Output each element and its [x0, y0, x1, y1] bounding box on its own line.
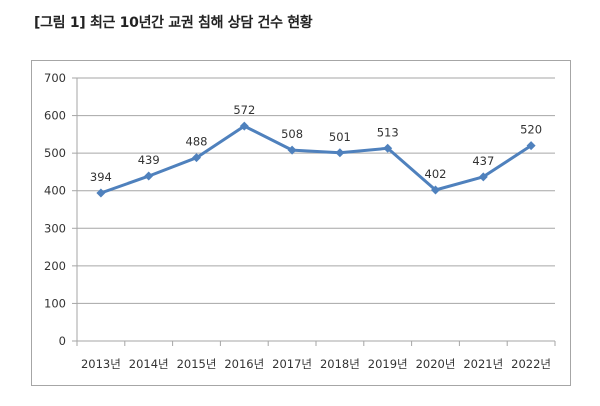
- data-value-label: 508: [281, 127, 303, 141]
- data-point-marker: [526, 141, 536, 151]
- data-labels: 394 439 488 572 508 501 513 402 437 520: [90, 103, 542, 184]
- x-tick-label: 2016년: [224, 357, 264, 371]
- x-tick-label: 2022년: [511, 357, 551, 371]
- data-point-marker: [287, 145, 297, 155]
- y-tick-label: 700: [44, 71, 66, 85]
- series-line: [100, 124, 532, 195]
- data-point-marker: [335, 148, 345, 158]
- data-series: [96, 121, 536, 198]
- y-tick-label: 400: [44, 184, 66, 198]
- data-value-label: 402: [425, 167, 447, 181]
- gridlines: [77, 77, 555, 304]
- data-point-marker: [431, 185, 440, 195]
- data-value-label: 488: [186, 135, 208, 149]
- data-value-label: 439: [138, 153, 160, 167]
- chart-frame: [31, 60, 571, 386]
- data-point-marker: [383, 143, 393, 153]
- y-tick-label: 300: [44, 221, 66, 235]
- x-tick-label: 2021년: [463, 357, 503, 371]
- x-tick-label: 2015년: [177, 357, 217, 371]
- x-tick-label: 2014년: [129, 357, 169, 371]
- data-value-label: 394: [90, 170, 112, 184]
- data-point-marker: [192, 153, 201, 163]
- y-axis: 0 100 200 300 400 500 600 700: [44, 71, 78, 348]
- data-point-marker: [478, 172, 488, 182]
- data-value-label: 520: [520, 123, 542, 137]
- y-tick-label: 600: [44, 109, 66, 123]
- y-tick-label: 200: [44, 259, 66, 273]
- y-tick-label: 100: [44, 296, 66, 310]
- data-value-label: 572: [233, 103, 255, 117]
- x-tick-label: 2019년: [368, 357, 408, 371]
- y-tick-label: 500: [44, 146, 66, 160]
- y-tick-label: 0: [59, 334, 66, 348]
- data-point-marker: [144, 171, 154, 181]
- data-point-marker: [96, 188, 106, 198]
- data-point-marker: [239, 121, 249, 131]
- x-tick-label: 2017년: [272, 357, 312, 371]
- data-value-label: 437: [472, 154, 494, 168]
- data-value-label: 501: [329, 130, 351, 144]
- chart-title: [그림 1] 최근 10년간 교권 침해 상담 건수 현황: [34, 15, 313, 31]
- x-axis: 2013년 2014년 2015년 2016년 2017년 2018년 2019년 2020년…: [76, 340, 556, 371]
- x-tick-label: 2020년: [416, 357, 456, 371]
- x-tick-label: 2013년: [81, 357, 121, 371]
- x-tick-label: 2018년: [320, 357, 360, 371]
- data-value-label: 513: [377, 125, 399, 139]
